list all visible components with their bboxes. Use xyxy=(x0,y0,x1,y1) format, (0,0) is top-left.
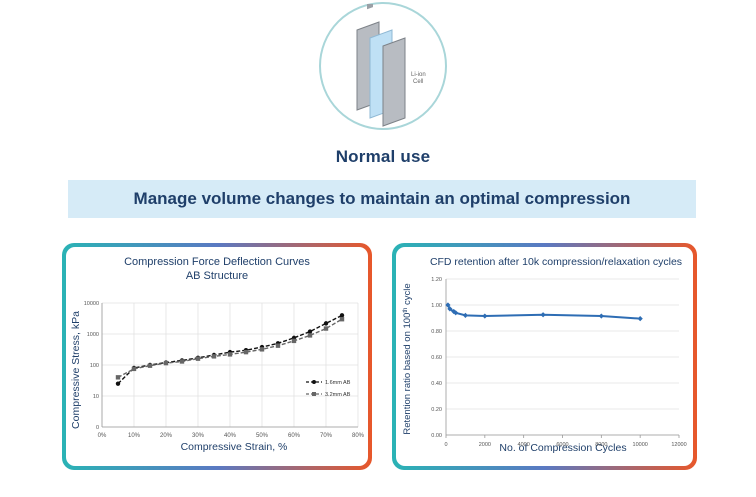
x-tick-label: 10% xyxy=(128,433,141,439)
cfd-curves-chart: Compression Force Deflection Curves AB S… xyxy=(70,256,365,453)
x-tick-label: 50% xyxy=(256,433,269,439)
legend-marker-square xyxy=(312,392,316,396)
data-point-circle xyxy=(115,381,121,386)
y-tick-label: 10000 xyxy=(84,301,99,307)
data-point-diamond xyxy=(482,313,488,319)
y-tick-label: 10 xyxy=(93,394,99,400)
cfd-retention-panel: CFD retention after 10k compression/rela… xyxy=(392,243,697,470)
data-point-square xyxy=(211,354,217,359)
data-point-square xyxy=(243,349,249,355)
normal-use-caption: Normal use xyxy=(335,147,431,166)
x-tick-label: 0% xyxy=(98,433,107,439)
chart-title: Compression Force Deflection Curves xyxy=(124,256,310,268)
cell-plate-front xyxy=(382,37,406,127)
cell-illustration-circle: Li-ion Cell xyxy=(319,2,447,130)
li-ion-cell-icon: Li-ion Cell xyxy=(356,4,426,127)
data-point-square xyxy=(195,356,201,361)
chart-subtitle: AB Structure xyxy=(186,270,248,282)
y-axis-label: Retention ratio based on 100th cycle xyxy=(402,283,413,434)
x-tick-label: 6000 xyxy=(556,442,568,448)
x-tick-label: 40% xyxy=(224,433,237,439)
data-point-circle xyxy=(323,321,329,326)
data-point-square xyxy=(163,360,169,366)
retention-line xyxy=(447,304,641,320)
x-axis-label: No. of Compression Cycles xyxy=(499,442,626,454)
data-point-square xyxy=(307,333,313,338)
y-tick-label: 0.60 xyxy=(431,355,442,361)
y-tick-label: 0.00 xyxy=(431,433,442,439)
legend-label: 1.6mm AB xyxy=(325,380,351,386)
data-point-diamond xyxy=(462,312,469,318)
cell-label-line2: Cell xyxy=(413,79,423,85)
cell-tab-back xyxy=(367,4,373,10)
data-point-square xyxy=(259,347,265,352)
y-tick-label: 0.40 xyxy=(431,381,442,387)
legend-marker-circle xyxy=(312,380,316,384)
data-point-diamond xyxy=(445,302,451,308)
data-point-diamond xyxy=(451,308,457,315)
cfd-retention-chart: CFD retention after 10k compression/rela… xyxy=(402,256,687,454)
x-tick-label: 20% xyxy=(160,433,173,439)
data-point-square xyxy=(275,343,281,348)
x-axis-label: Compressive Strain, % xyxy=(181,441,288,453)
y-tick-label: 1.20 xyxy=(431,277,442,283)
data-point-square xyxy=(339,317,345,322)
y-tick-label: 0.20 xyxy=(431,407,442,413)
x-tick-label: 30% xyxy=(192,433,205,439)
y-tick-label: 100 xyxy=(90,363,99,369)
x-tick-label: 2000 xyxy=(479,442,491,448)
data-point-square xyxy=(227,352,233,357)
data-point-diamond xyxy=(540,312,546,318)
data-point-square xyxy=(147,363,153,368)
x-tick-label: 10000 xyxy=(633,442,648,448)
x-tick-label: 4000 xyxy=(518,442,530,448)
data-point-circle xyxy=(307,329,313,334)
data-point-circle xyxy=(339,313,345,318)
y-tick-label: 0.80 xyxy=(431,329,442,335)
headline-banner: Manage volume changes to maintain an opt… xyxy=(68,180,696,218)
x-tick-label: 80% xyxy=(352,433,365,439)
x-tick-label: 12000 xyxy=(671,442,686,448)
cfd-curves-panel: Compression Force Deflection Curves AB S… xyxy=(62,243,372,470)
data-point-square xyxy=(291,338,297,344)
x-tick-label: 60% xyxy=(288,433,301,439)
x-tick-label: 70% xyxy=(320,433,333,439)
y-tick-label: 1000 xyxy=(87,332,99,338)
y-tick-label: 0 xyxy=(96,425,99,431)
x-tick-label: 8000 xyxy=(595,442,607,448)
data-point-diamond xyxy=(637,316,643,322)
x-tick-label: 0 xyxy=(444,442,447,448)
cell-label-line1: Li-ion xyxy=(411,72,426,78)
y-axis-label: Compressive Stress, kPa xyxy=(70,311,82,429)
legend-label: 3.2mm AB xyxy=(325,392,351,398)
chart-title: CFD retention after 10k compression/rela… xyxy=(430,256,682,268)
data-point-square xyxy=(179,359,185,364)
y-tick-label: 1.00 xyxy=(431,303,442,309)
data-point-square xyxy=(323,326,329,331)
data-point-square xyxy=(131,366,137,372)
data-point-square xyxy=(115,375,121,380)
data-point-diamond xyxy=(598,313,604,319)
